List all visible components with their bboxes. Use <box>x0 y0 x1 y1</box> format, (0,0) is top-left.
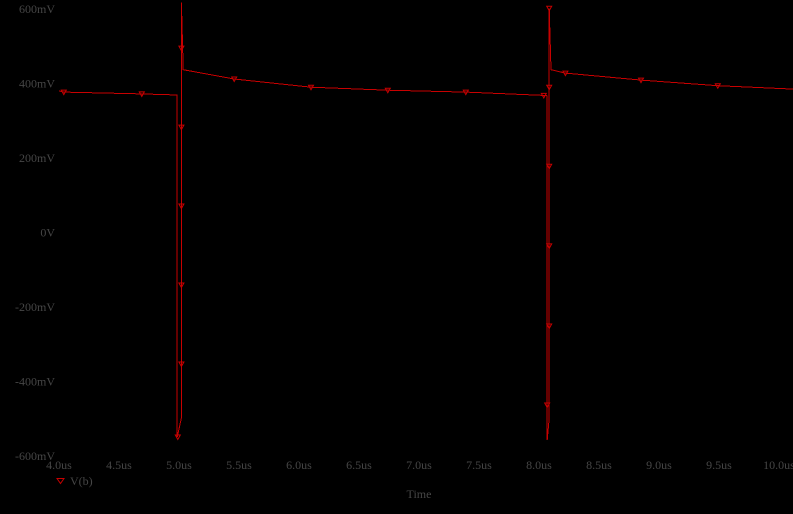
data-point-marker-icon <box>178 45 185 52</box>
x-tick-label: 6.0us <box>286 458 312 472</box>
data-point-markers <box>60 5 722 441</box>
y-tick-label: 400mV <box>19 77 55 91</box>
x-tick-label: 4.5us <box>106 458 132 472</box>
waveform-trace <box>58 2 793 441</box>
legend: V(b) <box>56 475 93 487</box>
x-tick-label: 7.5us <box>466 458 492 472</box>
data-point-marker-icon <box>545 163 553 170</box>
x-axis-tick-labels: 4.0us 4.5us 5.0us 5.5us 6.0us 6.5us 7.0us 7.5us… <box>46 458 793 472</box>
x-tick-label: 7.0us <box>406 458 432 472</box>
y-tick-label: -600mV <box>15 449 55 463</box>
data-point-marker-icon <box>138 91 146 98</box>
data-point-marker-icon <box>230 76 238 83</box>
data-point-marker-icon <box>307 84 315 91</box>
data-point-marker-icon <box>545 323 553 330</box>
x-tick-label: 8.0us <box>526 458 552 472</box>
data-point-marker-icon <box>178 282 185 289</box>
y-tick-label: -400mV <box>15 375 55 389</box>
data-point-marker-icon <box>60 89 68 96</box>
x-tick-label: 8.5us <box>586 458 612 472</box>
data-point-marker-icon <box>543 402 551 409</box>
data-point-marker-icon <box>714 83 722 90</box>
data-point-marker-icon <box>178 361 185 368</box>
data-point-marker-icon <box>545 243 553 250</box>
x-tick-label: 9.5us <box>706 458 732 472</box>
legend-trace-marker-icon <box>56 478 65 485</box>
legend-series-label: V(b) <box>70 474 93 488</box>
x-tick-label: 5.5us <box>226 458 252 472</box>
data-point-marker-icon <box>562 70 569 77</box>
data-point-marker-icon <box>540 92 548 99</box>
data-point-marker-icon <box>178 203 185 210</box>
y-tick-label: 200mV <box>19 151 55 165</box>
x-axis-title: Time <box>406 487 432 501</box>
data-point-marker-icon <box>545 84 553 91</box>
x-tick-label: 4.0us <box>46 458 72 472</box>
x-tick-label: 9.0us <box>646 458 672 472</box>
x-tick-label: 6.5us <box>346 458 372 472</box>
data-point-marker-icon <box>174 434 182 441</box>
y-tick-label: 600mV <box>19 2 55 16</box>
data-point-marker-icon <box>545 5 553 12</box>
x-tick-label: 5.0us <box>166 458 192 472</box>
y-tick-label: 0V <box>40 226 55 240</box>
x-tick-label: 10.0us <box>763 458 793 472</box>
y-tick-label: -200mV <box>15 300 55 314</box>
data-point-marker-icon <box>178 124 185 131</box>
y-axis-tick-labels: 600mV 400mV 200mV 0V -200mV -400mV -600mV <box>15 2 55 463</box>
data-point-marker-icon <box>462 89 470 96</box>
data-point-marker-icon <box>384 87 392 94</box>
data-point-marker-icon <box>637 77 645 84</box>
